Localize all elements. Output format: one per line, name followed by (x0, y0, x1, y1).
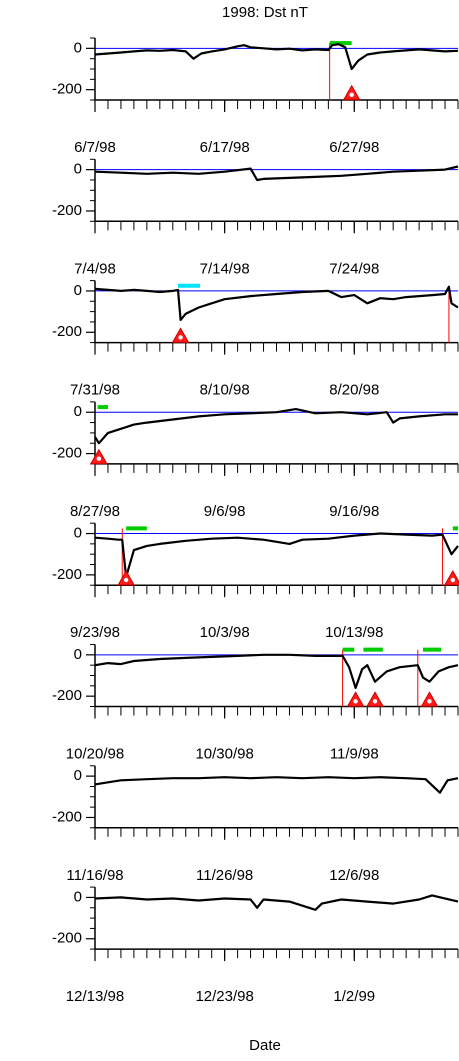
x-tick-label: 11/16/98 (66, 867, 123, 884)
dst-line (94, 408, 458, 445)
dst-line (94, 165, 459, 182)
x-tick-label: 10/3/98 (200, 624, 250, 641)
x-tick-label: 7/4/98 (74, 260, 116, 277)
dst-line (94, 285, 459, 321)
y-tick-label: -200 (52, 566, 82, 583)
y-tick-label: -200 (52, 687, 82, 704)
y-tick-label: 0 (74, 767, 82, 784)
x-tick-label: 7/24/98 (329, 260, 379, 277)
dst-line (94, 776, 459, 794)
storm-peak-dot (427, 699, 432, 704)
dst-line (94, 532, 459, 578)
x-tick-label: 9/23/98 (70, 624, 120, 641)
x-tick-label: 12/23/98 (195, 988, 253, 1005)
dst-line (94, 43, 459, 71)
y-tick-label: 0 (74, 525, 82, 542)
x-tick-label: 11/26/98 (196, 867, 253, 884)
y-tick-label: -200 (52, 930, 82, 947)
y-tick-label: 0 (74, 39, 82, 56)
storm-peak-dot (349, 92, 354, 98)
storm-peak-dot (353, 699, 358, 704)
x-tick-label: 10/20/98 (66, 745, 124, 762)
storm-peak-dot (123, 577, 129, 583)
x-tick-label: 9/16/98 (329, 503, 379, 520)
x-tick-label: 6/17/98 (200, 139, 250, 156)
storm-peak-dot (178, 335, 183, 340)
x-tick-label: 8/10/98 (200, 382, 250, 399)
x-tick-label: 8/20/98 (329, 382, 379, 399)
dst-line (94, 653, 459, 689)
x-tick-label: 8/27/98 (70, 503, 120, 520)
dst-line (94, 894, 459, 911)
y-tick-label: -200 (52, 323, 82, 340)
y-tick-label: -200 (52, 202, 82, 219)
x-tick-label: 11/9/98 (330, 745, 379, 762)
y-tick-label: 0 (74, 161, 82, 178)
x-tick-label: 7/31/98 (70, 382, 120, 399)
x-tick-label: 7/14/98 (200, 260, 250, 277)
x-axis-title: Date (249, 1037, 281, 1054)
x-tick-label: 12/13/98 (66, 988, 124, 1005)
y-tick-label: 0 (74, 282, 82, 299)
y-tick-label: -200 (52, 445, 82, 462)
x-tick-label: 10/30/98 (195, 745, 253, 762)
y-tick-label: 0 (74, 403, 82, 420)
storm-peak-dot (372, 699, 378, 704)
x-tick-label: 10/13/98 (325, 624, 383, 641)
x-tick-label: 6/7/98 (74, 139, 116, 156)
y-tick-label: 0 (74, 888, 82, 905)
storm-peak-dot (96, 456, 102, 461)
x-tick-label: 1/2/99 (333, 988, 375, 1005)
x-tick-label: 6/27/98 (329, 139, 379, 156)
y-tick-label: 0 (74, 646, 82, 663)
x-tick-label: 12/6/98 (329, 867, 379, 884)
y-tick-label: -200 (52, 808, 82, 825)
chart-title: 1998: Dst nT (222, 4, 308, 21)
storm-peak-dot (450, 577, 456, 583)
y-tick-label: -200 (52, 81, 82, 98)
x-tick-label: 9/6/98 (204, 503, 246, 520)
